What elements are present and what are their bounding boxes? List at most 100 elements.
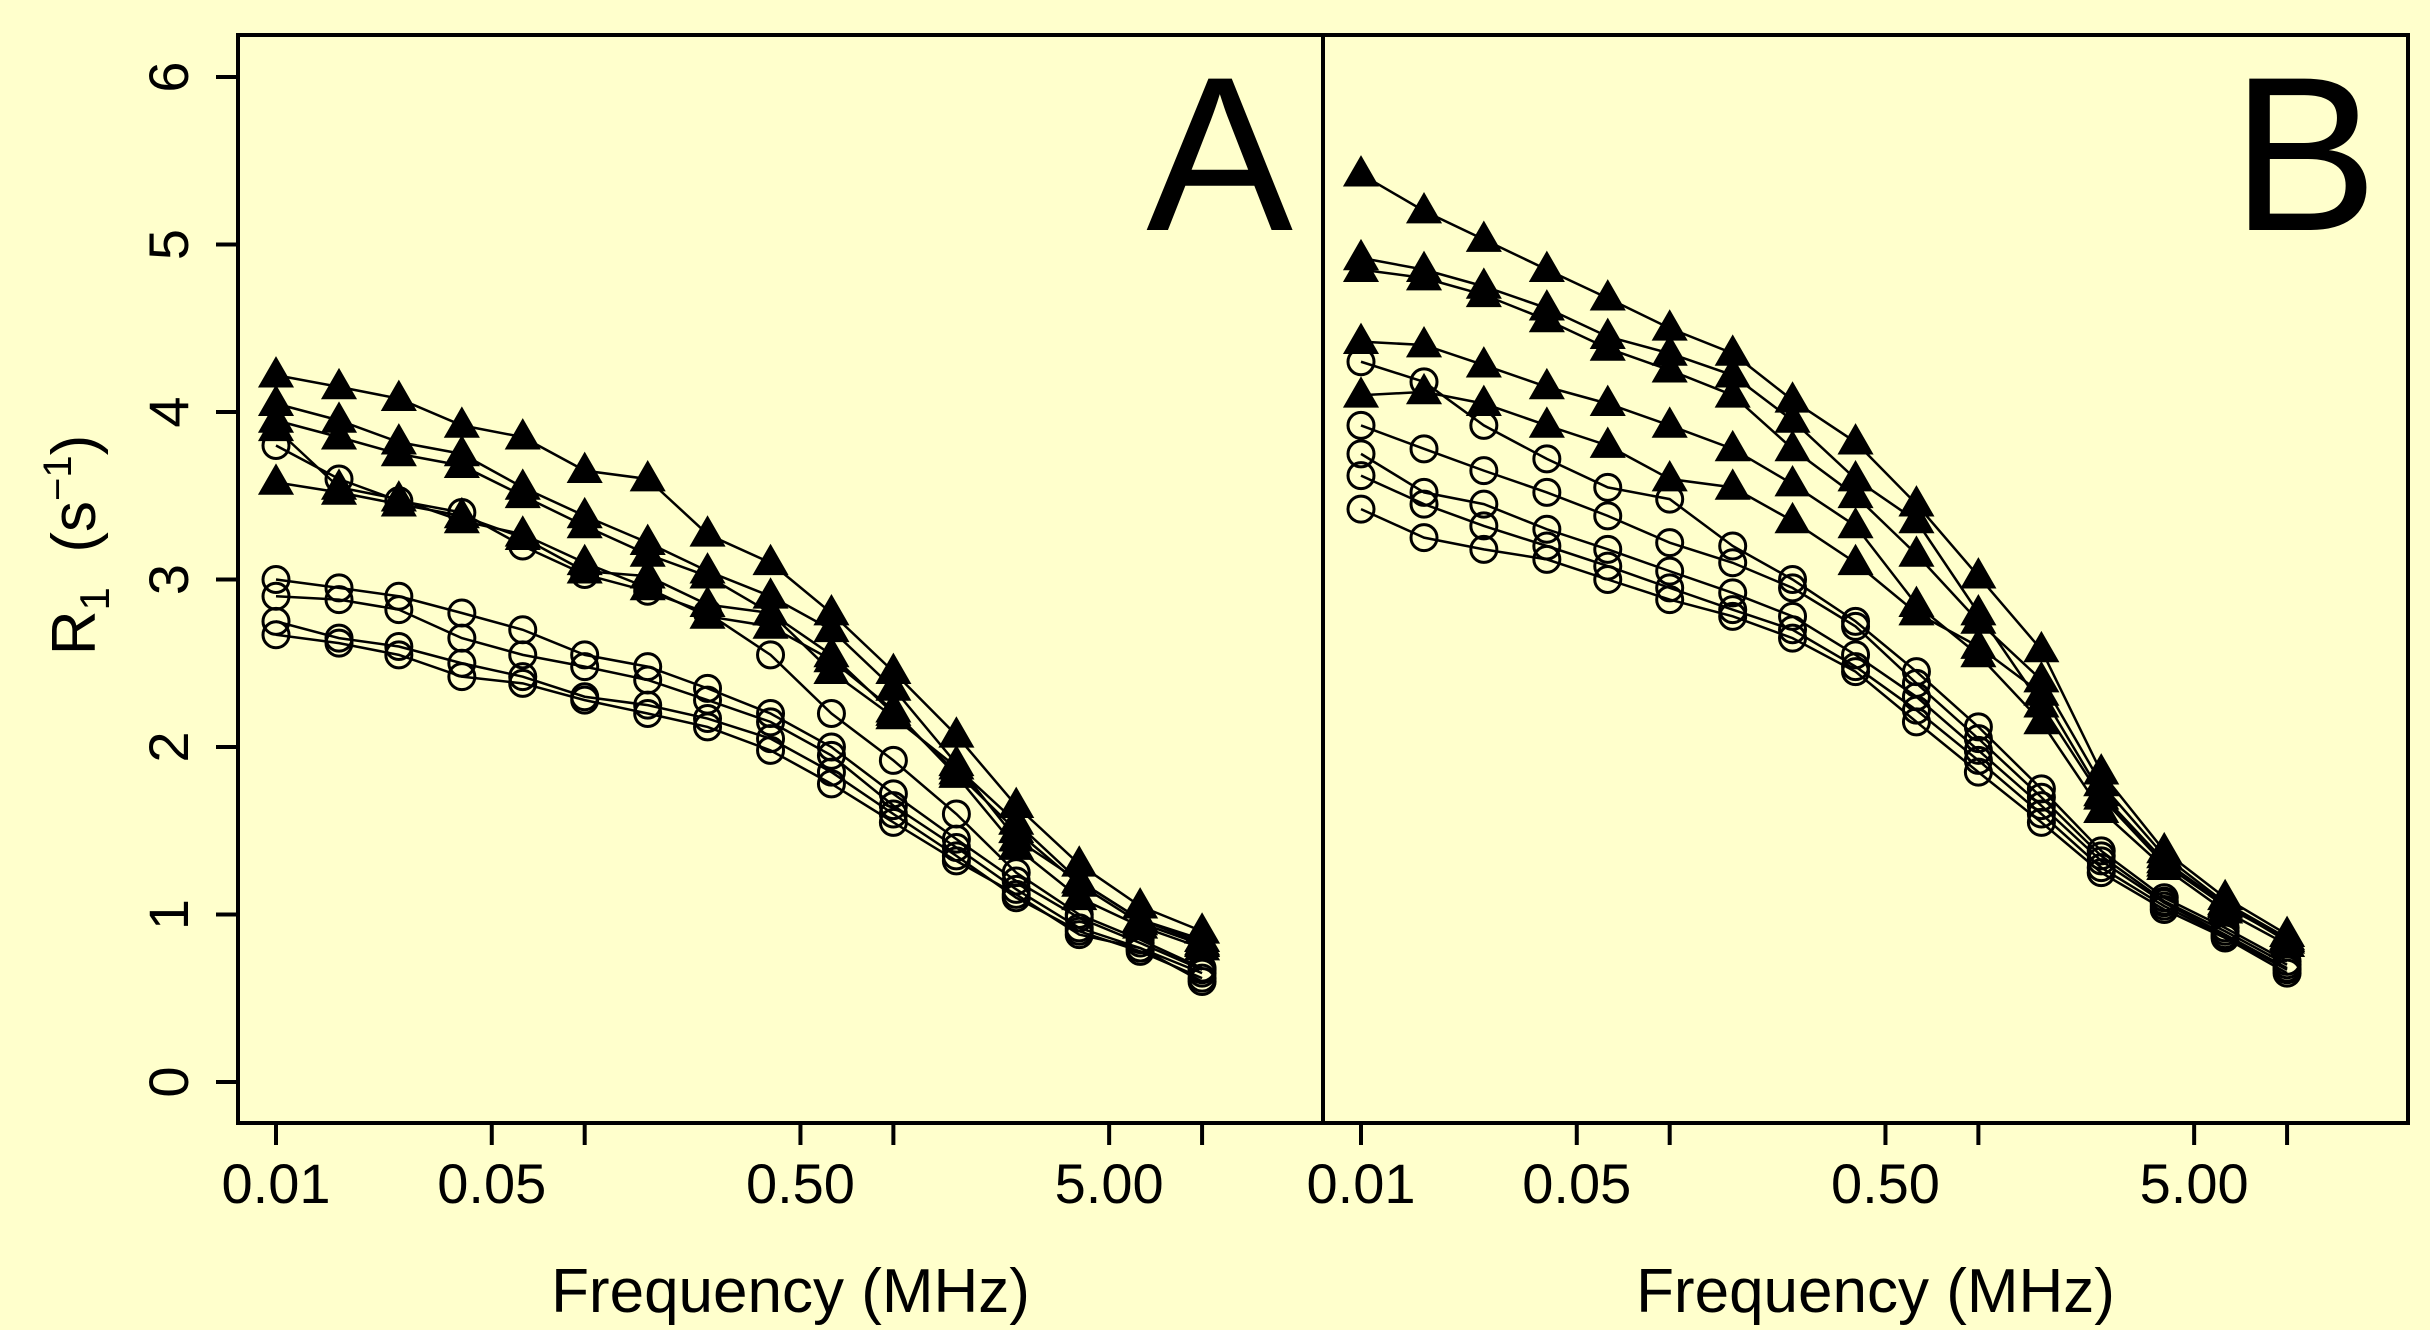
triangle-point bbox=[380, 379, 417, 411]
circle-point bbox=[1718, 548, 1748, 578]
circle-point bbox=[1469, 511, 1499, 541]
triangle-point bbox=[1651, 406, 1688, 438]
triangle-point bbox=[752, 594, 789, 626]
circle-point bbox=[2026, 807, 2056, 837]
circle-point bbox=[2086, 858, 2116, 888]
circle-point bbox=[1778, 573, 1808, 603]
x-tick-label: 0.01 bbox=[1307, 1152, 1416, 1215]
triangle-point bbox=[629, 535, 666, 567]
circle-point bbox=[570, 559, 600, 589]
circle-point bbox=[816, 769, 846, 799]
triangle-point bbox=[1651, 334, 1688, 366]
x-tick-label: 0.01 bbox=[222, 1152, 331, 1215]
circle-point bbox=[1125, 933, 1155, 963]
circle-point bbox=[1187, 967, 1217, 996]
y-tick-label: 6 bbox=[137, 61, 200, 92]
series-line bbox=[275, 444, 1203, 970]
x-axis-title: Frequency (MHz) bbox=[551, 1257, 1030, 1326]
triangle-point bbox=[1061, 878, 1098, 911]
series-line bbox=[1360, 452, 2288, 970]
circle-point bbox=[1593, 472, 1623, 502]
triangle-point bbox=[938, 748, 975, 780]
y-title-main: R bbox=[40, 610, 109, 655]
triangle-point bbox=[689, 515, 726, 547]
triangle-point bbox=[1405, 372, 1443, 405]
triangle-point bbox=[1184, 920, 1221, 952]
circle-point bbox=[324, 573, 354, 603]
triangle-point bbox=[1405, 192, 1443, 224]
triangle-point bbox=[689, 557, 726, 589]
triangle-point bbox=[1774, 429, 1811, 462]
circle-point bbox=[1778, 615, 1808, 645]
circle-point bbox=[1346, 410, 1376, 440]
triangle-point bbox=[1061, 845, 1098, 877]
circle-point bbox=[633, 690, 663, 720]
circle-point bbox=[941, 846, 971, 876]
circle-point bbox=[2026, 791, 2056, 821]
triangle-point bbox=[1837, 543, 1874, 576]
triangle-point bbox=[443, 446, 480, 478]
circle-point bbox=[1655, 528, 1685, 558]
circle-point bbox=[756, 707, 786, 737]
series-circle-8 bbox=[261, 581, 1217, 988]
triangle-point bbox=[1342, 250, 1380, 282]
y-title-unit-open: (s bbox=[40, 501, 109, 587]
triangle-point bbox=[1528, 367, 1565, 400]
circle-point bbox=[1593, 534, 1623, 564]
triangle-point bbox=[1714, 429, 1751, 462]
circle-point bbox=[1718, 531, 1748, 561]
triangle-point bbox=[566, 451, 603, 483]
circle-point bbox=[1841, 657, 1871, 687]
series-line bbox=[1360, 173, 2288, 936]
triangle-point bbox=[1589, 426, 1626, 458]
circle-point bbox=[384, 632, 414, 661]
y-tick-label: 2 bbox=[137, 731, 200, 762]
circle-point bbox=[1532, 544, 1562, 574]
triangle-point bbox=[320, 418, 358, 450]
circle-point bbox=[2026, 799, 2056, 829]
triangle-point bbox=[1837, 506, 1874, 539]
circle-point bbox=[1409, 367, 1439, 397]
triangle-point bbox=[257, 409, 295, 442]
circle-point bbox=[324, 585, 354, 615]
circle-point bbox=[756, 735, 786, 765]
triangle-point bbox=[1465, 384, 1502, 416]
triangle-point bbox=[1465, 346, 1502, 378]
series-line bbox=[1360, 390, 2288, 943]
panel-label: A bbox=[1146, 31, 1293, 277]
circle-point bbox=[570, 685, 600, 715]
triangle-point bbox=[813, 610, 850, 643]
circle-point bbox=[1064, 920, 1094, 950]
series-line bbox=[275, 578, 1203, 971]
circle-point bbox=[447, 498, 477, 527]
circle-point bbox=[508, 640, 538, 670]
series-line bbox=[275, 373, 1203, 933]
triangle-point bbox=[2023, 702, 2060, 735]
circle-point bbox=[261, 620, 291, 650]
circle-point bbox=[1346, 494, 1376, 524]
circle-point bbox=[1469, 410, 1499, 440]
series-line bbox=[1360, 508, 2288, 975]
circle-point bbox=[1778, 565, 1808, 594]
triangle-point bbox=[320, 367, 358, 400]
circle-point bbox=[1778, 623, 1808, 653]
triangle-point bbox=[380, 434, 417, 467]
panel-frame bbox=[1321, 33, 2410, 1125]
triangle-point bbox=[1528, 406, 1565, 438]
circle-point bbox=[1901, 707, 1931, 737]
series-circle-10 bbox=[1346, 494, 2302, 988]
circle-point bbox=[2149, 894, 2179, 924]
triangle-point bbox=[752, 577, 789, 609]
series-line bbox=[275, 419, 1203, 946]
series-line bbox=[1360, 256, 2288, 941]
circle-point bbox=[324, 628, 354, 658]
triangle-point bbox=[1651, 351, 1688, 383]
triangle-point bbox=[1651, 309, 1688, 341]
x-tick-label: 0.05 bbox=[437, 1152, 546, 1215]
triangle-point bbox=[1774, 501, 1811, 534]
triangle-point bbox=[1528, 250, 1565, 282]
triangle-point bbox=[257, 356, 295, 388]
x-tick-label: 5.00 bbox=[1055, 1152, 1164, 1215]
triangle-point bbox=[1898, 501, 1935, 534]
